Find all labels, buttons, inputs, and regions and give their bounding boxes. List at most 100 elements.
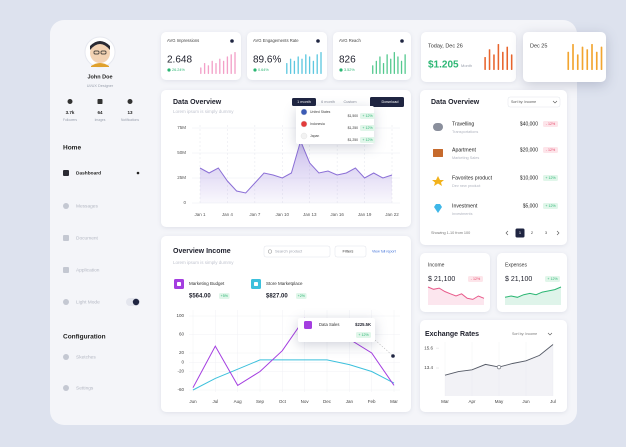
x-tick-label: Dec — [323, 399, 332, 404]
row-amount: $20,000 — [520, 147, 538, 153]
sort-dropdown-text[interactable]: Sort by: Income — [512, 332, 537, 336]
bar — [393, 52, 395, 74]
row-icon — [433, 149, 443, 157]
report-link[interactable]: View full report — [372, 249, 396, 253]
x-tick-label: May — [495, 399, 504, 404]
change-badge-text: + 12% — [545, 176, 556, 180]
stat-change: 26.24% — [172, 68, 186, 72]
tab[interactable]: Custom — [343, 100, 356, 104]
stat-value: 64 — [97, 110, 103, 115]
avatar-face — [90, 43, 110, 63]
card — [247, 32, 327, 80]
nav-item[interactable]: Application — [76, 267, 100, 273]
x-tick-label: Jan 4 — [222, 212, 234, 217]
bar — [390, 58, 392, 74]
row-amount: $10,000 — [520, 175, 538, 181]
nav-item[interactable]: Light Mode — [76, 299, 100, 305]
bar — [203, 63, 206, 74]
avatar-glasses — [100, 50, 107, 55]
bar — [400, 60, 403, 74]
legend-amount: $827.00 — [266, 294, 288, 300]
point-marker — [496, 364, 502, 370]
flag — [300, 132, 308, 140]
card-dot — [230, 39, 234, 43]
stat-icon — [127, 99, 133, 104]
change-badge — [360, 137, 375, 143]
y-tick-label: -20 — [177, 369, 184, 374]
bar — [586, 49, 589, 70]
change-icon — [167, 68, 171, 72]
card — [333, 32, 411, 80]
nav-item[interactable]: Settings — [76, 385, 94, 391]
pagination-next[interactable] — [556, 230, 560, 236]
row-icon — [432, 176, 444, 186]
change-badge — [543, 203, 558, 209]
bar — [230, 54, 232, 74]
change-icon — [339, 68, 343, 72]
bar — [207, 65, 210, 74]
stat-label: Followers — [63, 118, 77, 122]
bar — [497, 44, 500, 70]
page-number[interactable]: 1 — [519, 230, 522, 235]
bar — [305, 54, 307, 74]
search-box[interactable] — [263, 245, 331, 258]
change-badge — [468, 276, 483, 282]
bar — [316, 54, 318, 74]
bar — [312, 60, 315, 74]
tooltip-point — [391, 354, 395, 358]
x-tick-label: Jan 22 — [385, 212, 399, 217]
tab[interactable]: 1 month — [297, 100, 311, 104]
x-tick-label: Aug — [234, 399, 243, 404]
download-button-text[interactable]: Download — [382, 100, 399, 104]
pagination-prev[interactable] — [505, 230, 509, 236]
x-tick-label: Jan 7 — [249, 212, 261, 217]
row-category: Marketing Sales — [452, 156, 479, 160]
tooltip — [298, 318, 375, 342]
flag — [300, 120, 308, 128]
x-tick-label: Jan 13 — [303, 212, 317, 217]
sort-dropdown[interactable] — [507, 96, 561, 108]
bar — [506, 46, 509, 70]
bar — [600, 46, 603, 70]
filters-button[interactable] — [334, 245, 367, 258]
download-button[interactable] — [370, 97, 404, 107]
bar — [591, 44, 593, 70]
nav-item[interactable]: Messages — [76, 203, 98, 209]
y-tick-label: 60 — [179, 332, 185, 337]
bar — [502, 51, 504, 70]
change-badge-text: - 12% — [546, 148, 556, 152]
filters-button-text[interactable]: Filters — [343, 249, 354, 254]
nav-heading: Configuration — [63, 334, 106, 341]
today-unit: Month — [461, 63, 472, 68]
nav-item[interactable]: Dashboard — [76, 170, 101, 176]
line — [192, 317, 395, 388]
change-badge — [356, 332, 371, 338]
popup-amount: $1,250 — [348, 126, 358, 130]
page-active[interactable] — [515, 228, 525, 238]
page-number[interactable]: 2 — [531, 230, 534, 235]
tab-active[interactable] — [292, 98, 316, 106]
stat-icon — [97, 99, 103, 104]
change-badge — [296, 293, 307, 299]
x-tick-label: Sep — [256, 399, 265, 404]
popup-amount: $1,250 — [348, 138, 358, 142]
popup-amount: $1,500 — [348, 114, 358, 118]
change-badge-text: - 12% — [471, 277, 481, 281]
page-number[interactable]: 3 — [545, 230, 548, 235]
nav-item[interactable]: Document — [76, 235, 99, 241]
row-name: Apartment — [452, 147, 476, 153]
tab[interactable]: 6 month — [321, 100, 335, 104]
row-name: Investment — [452, 203, 478, 209]
change-badge-text: +5% — [221, 294, 229, 298]
y-tick-label: 75M — [177, 125, 186, 130]
legend-icon — [177, 282, 181, 286]
search-placeholder[interactable]: Search product — [275, 249, 303, 254]
stat-icon — [67, 99, 73, 104]
change-badge-text: + 12% — [362, 138, 373, 142]
bar — [211, 60, 213, 74]
nav-item[interactable]: Sketches — [76, 354, 96, 360]
bar — [576, 54, 579, 70]
stat-label: Notifications — [121, 118, 139, 122]
x-tick-label: Mar — [390, 399, 398, 404]
sort-dropdown-text[interactable]: Sort by: Income — [511, 100, 536, 104]
